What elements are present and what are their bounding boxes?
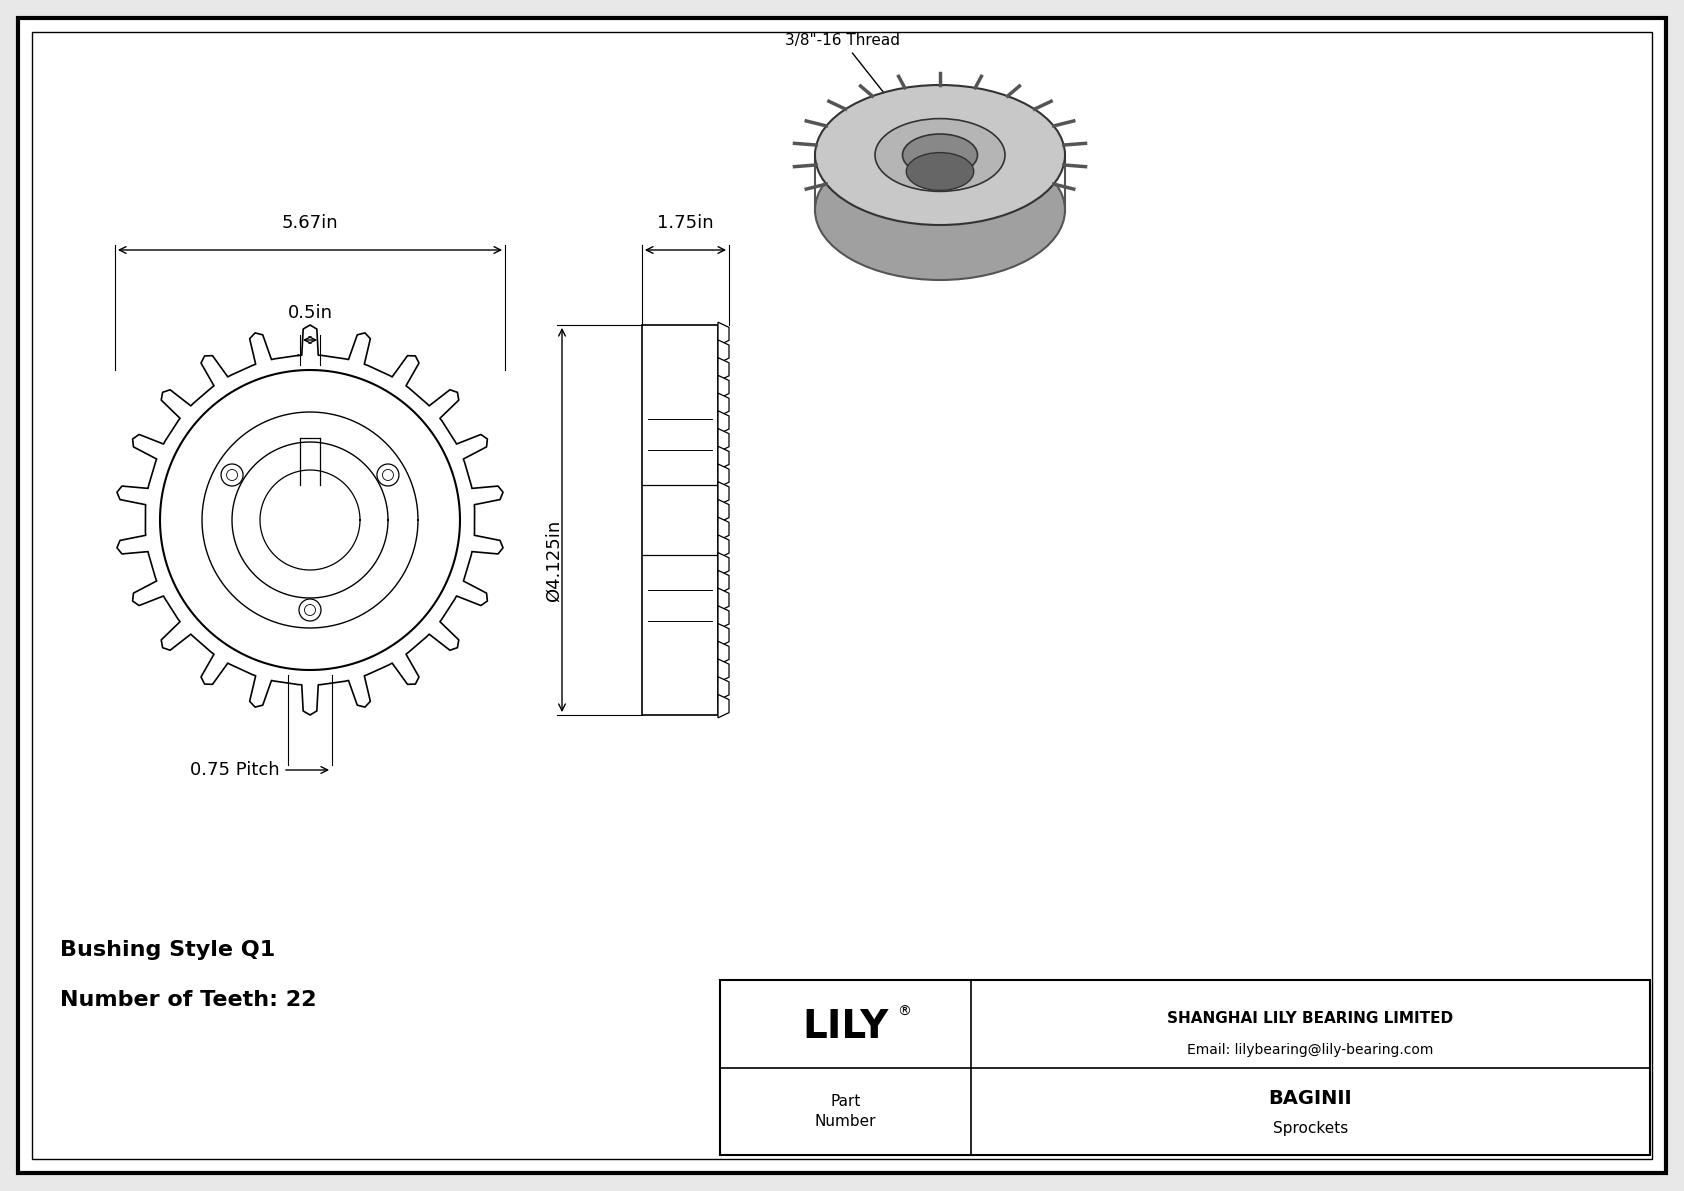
Polygon shape [717,464,729,487]
Polygon shape [717,517,729,541]
Polygon shape [717,694,729,718]
Ellipse shape [906,152,973,191]
Bar [642,325,717,715]
Polygon shape [717,606,729,629]
Polygon shape [717,659,729,682]
Ellipse shape [903,135,977,176]
Polygon shape [717,339,729,363]
Circle shape [227,469,237,480]
Ellipse shape [815,85,1064,225]
Polygon shape [717,570,729,594]
Polygon shape [717,411,729,435]
Ellipse shape [815,141,1064,280]
Text: LILY: LILY [802,1009,889,1046]
Ellipse shape [876,119,1005,192]
Text: 0.75 Pitch: 0.75 Pitch [190,761,280,779]
Text: 1.75in: 1.75in [657,214,714,232]
Polygon shape [717,588,729,611]
Polygon shape [717,357,729,381]
Circle shape [382,469,394,480]
Polygon shape [717,641,729,665]
Circle shape [300,599,322,621]
Polygon shape [717,322,729,345]
Text: Bushing Style Q1: Bushing Style Q1 [61,940,274,960]
Circle shape [377,464,399,486]
Text: 3/8"-16 Thread: 3/8"-16 Thread [785,33,909,125]
Polygon shape [717,499,729,523]
Circle shape [221,464,242,486]
Text: 5.67in: 5.67in [281,214,338,232]
Text: ®: ® [898,1004,911,1018]
Text: Number of Teeth: 22: Number of Teeth: 22 [61,990,317,1010]
Polygon shape [717,624,729,647]
Polygon shape [717,676,729,700]
Text: Email: lilybearing@lily-bearing.com: Email: lilybearing@lily-bearing.com [1187,1043,1433,1056]
Text: Ø4.125in: Ø4.125in [546,520,562,603]
Polygon shape [717,447,729,469]
Polygon shape [717,553,729,576]
Bar [721,980,1650,1155]
Polygon shape [717,429,729,451]
Text: 0.5in: 0.5in [288,304,332,322]
Polygon shape [717,481,729,505]
Circle shape [305,605,315,616]
Text: Sprockets: Sprockets [1273,1121,1349,1136]
Polygon shape [717,375,729,399]
Text: BAGINII: BAGINII [1268,1090,1352,1109]
Text: Part
Number: Part Number [815,1093,876,1129]
Polygon shape [717,535,729,559]
Text: SHANGHAI LILY BEARING LIMITED: SHANGHAI LILY BEARING LIMITED [1167,1011,1453,1025]
Polygon shape [717,393,729,417]
